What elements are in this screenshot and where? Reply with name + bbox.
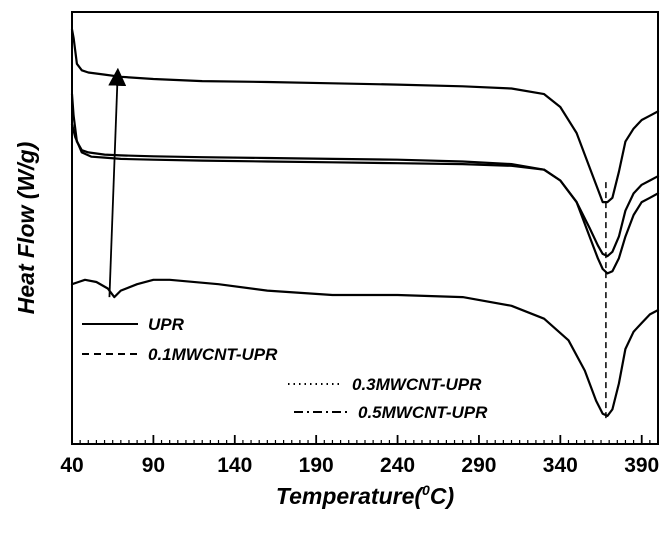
annotation-arrow (108, 67, 127, 298)
annotations (108, 67, 607, 419)
x-major-ticks (71, 435, 643, 444)
x-tick-label: 390 (624, 454, 659, 477)
x-axis-title-sup: 0 (422, 482, 430, 498)
x-tick-label: 190 (299, 454, 334, 477)
y-axis-title: Heat Flow (W/g) (13, 142, 39, 314)
x-tick-label: 40 (60, 454, 83, 477)
x-tick-label: 90 (142, 454, 165, 477)
x-axis-title: Temperature(0C) (276, 482, 454, 509)
x-axis-title-main: Temperature( (276, 483, 424, 509)
legend: UPR 0.1MWCNT-UPR 0.3MWCNT-UPR 0.5MWCNT-UPR (82, 315, 488, 422)
series-line-3 (70, 93, 660, 258)
legend-label-1: UPR (148, 315, 185, 334)
x-tick-label: 290 (461, 454, 496, 477)
legend-label-2: 0.1MWCNT-UPR (148, 345, 278, 364)
series-line-4 (70, 278, 660, 417)
series-line-1 (70, 28, 660, 204)
x-tick-labels: 40 90 140 190 240 290 340 390 (60, 454, 659, 477)
x-tick-label: 340 (543, 454, 578, 477)
x-minor-ticks (71, 440, 659, 444)
series-line-2 (70, 123, 660, 275)
legend-label-3: 0.3MWCNT-UPR (352, 375, 482, 394)
x-axis-title-tail: C) (430, 483, 454, 509)
x-tick-label: 140 (217, 454, 252, 477)
x-tick-label: 240 (380, 454, 415, 477)
legend-label-4: 0.5MWCNT-UPR (358, 403, 488, 422)
curves (70, 28, 660, 417)
